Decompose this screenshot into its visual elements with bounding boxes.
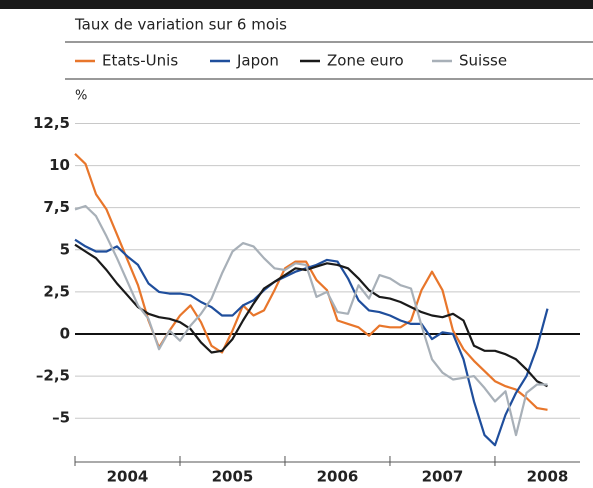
y-tick-label: –2,5 xyxy=(36,367,70,385)
y-tick-label: –5 xyxy=(52,409,70,427)
series-line xyxy=(74,238,549,447)
series-line xyxy=(74,243,548,388)
y-tick-label: 5 xyxy=(60,240,70,258)
x-tick-label: 2005 xyxy=(212,468,254,486)
x-tick-label: 2007 xyxy=(422,468,464,486)
x-tick-label: 2006 xyxy=(317,468,359,486)
y-tick-label: 2,5 xyxy=(43,282,70,300)
legend-label: Zone euro xyxy=(327,52,404,70)
legend-label: Etats-Unis xyxy=(102,52,178,70)
header-bar xyxy=(0,0,593,9)
legend-label: Suisse xyxy=(459,52,507,70)
x-tick-label: 2008 xyxy=(527,468,569,486)
legend-label: Japon xyxy=(236,52,279,70)
y-tick-label: 7,5 xyxy=(43,198,70,216)
y-tick-label: 12,5 xyxy=(33,114,70,132)
y-tick-label: 0 xyxy=(60,325,70,343)
y-tick-label: 10 xyxy=(49,156,70,174)
series-line xyxy=(74,204,548,437)
chart-subtitle: Taux de variation sur 6 mois xyxy=(74,16,287,34)
y-unit: % xyxy=(75,89,87,104)
x-tick-label: 2004 xyxy=(107,468,149,486)
